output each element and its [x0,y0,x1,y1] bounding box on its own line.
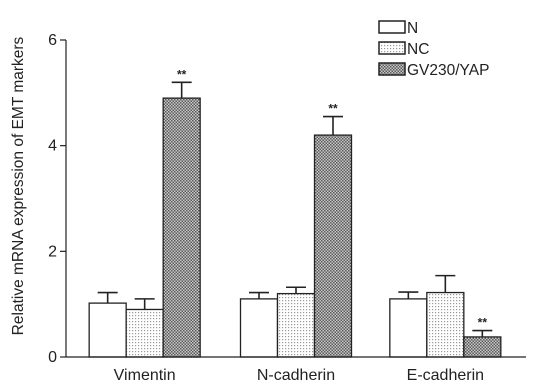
legend: N NC GV230/YAP [378,20,489,79]
significance-label: ** [328,102,338,116]
legend-label: NC [407,41,429,58]
x-category-label: E-cadherin [407,367,484,384]
bar-n-e-cadherin [389,298,428,358]
bar-n-vimentin [88,302,127,358]
y-axis-title: Relative mRNA expression of EMT markers [10,36,27,335]
legend-swatch [378,62,406,76]
bars-group: ** ** ** [88,67,502,358]
y-tick-label: 6 [48,32,57,49]
y-tick-label: 4 [48,138,57,155]
bar-gv230-yap-vimentin [162,97,201,358]
bar-nc-vimentin [125,308,164,358]
y-axis: 0 2 4 6 [48,32,67,366]
legend-swatch [378,41,406,55]
significance-label: ** [478,316,488,330]
significance-label: ** [177,67,187,81]
bar-gv230-yap-e-cadherin [463,336,502,358]
legend-label: N [407,20,418,37]
bar-nc-n-cadherin [276,292,316,358]
bar-nc-e-cadherin [426,291,465,358]
bar-gv230-yap-n-cadherin [313,134,353,358]
x-category-label: Vimentin [114,367,176,384]
y-tick-label: 2 [48,243,57,260]
legend-swatch [378,20,406,34]
y-tick-label: 0 [48,349,57,366]
x-axis: Vimentin N-cadherin E-cadherin [66,356,526,384]
bar-n-n-cadherin [239,298,279,358]
x-category-label: N-cadherin [257,367,335,384]
legend-label: GV230/YAP [407,62,489,79]
